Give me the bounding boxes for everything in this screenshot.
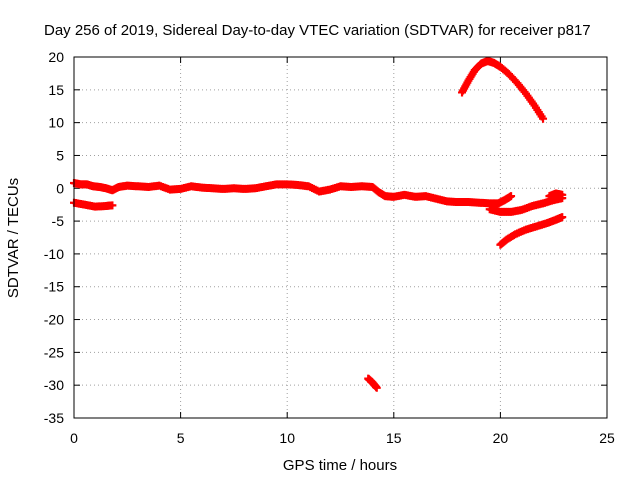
data-points	[70, 56, 567, 392]
plot-frame	[73, 56, 608, 419]
data-point	[558, 190, 567, 199]
grid-lines	[74, 57, 607, 418]
y-tick-label: -10	[44, 246, 64, 262]
x-tick-label: 25	[599, 430, 615, 446]
y-tick-label: -15	[44, 279, 64, 295]
y-tick-label: 10	[48, 115, 64, 131]
y-tick-label: 0	[56, 180, 64, 196]
data-point	[108, 201, 117, 210]
y-tick-label: 5	[56, 147, 64, 163]
x-tick-label: 20	[493, 430, 509, 446]
x-tick-label: 0	[70, 430, 78, 446]
y-tick-label: -35	[44, 410, 64, 426]
x-axis-title: GPS time / hours	[283, 457, 397, 474]
data-point	[507, 192, 516, 201]
y-tick-label: 15	[48, 82, 64, 98]
data-point	[558, 213, 567, 222]
x-tick-label: 15	[386, 430, 402, 446]
x-tick-label: 10	[279, 430, 295, 446]
x-tick-label: 5	[177, 430, 185, 446]
axis-ticks: 0 5 10 15 20 25 20 15 10 5 0 -5 -10 -15 -20 -25 -30 -35	[44, 49, 615, 446]
y-tick-label: -25	[44, 344, 64, 360]
chart-title: Day 256 of 2019, Sidereal Day-to-day VTE…	[44, 22, 591, 39]
y-tick-label: -30	[44, 377, 64, 393]
y-axis-title: SDTVAR / TECUs	[5, 178, 22, 298]
data-point	[539, 114, 548, 123]
y-tick-label: 20	[48, 49, 64, 65]
y-tick-label: -5	[52, 213, 65, 229]
data-point	[372, 383, 381, 392]
y-tick-label: -20	[44, 312, 64, 328]
